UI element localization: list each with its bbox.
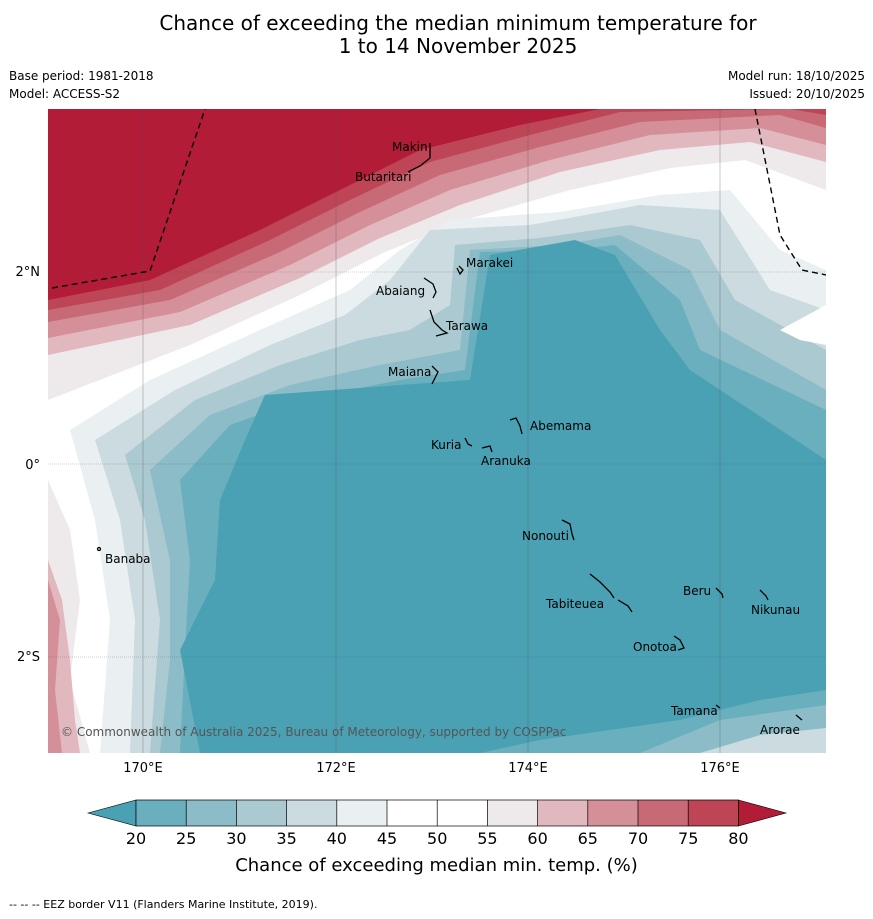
cb-tick-80: 80 bbox=[728, 829, 748, 848]
place-onotoa: Onotoa bbox=[633, 640, 677, 654]
colorbar-arrow-high bbox=[738, 799, 788, 827]
cb-tick-55: 55 bbox=[477, 829, 497, 848]
colorbar: 20 25 30 35 40 45 50 55 60 65 70 75 80 C… bbox=[86, 799, 788, 876]
eez-border bbox=[51, 109, 826, 289]
cb-tick-20: 20 bbox=[126, 829, 146, 848]
colorbar-cell-20-25 bbox=[136, 800, 187, 826]
eez-border-west bbox=[51, 109, 206, 289]
model-run: Model run: 18/10/2025 bbox=[727, 69, 865, 83]
place-tarawa: Tarawa bbox=[445, 319, 488, 333]
islands bbox=[96, 143, 803, 721]
island-beru bbox=[715, 587, 724, 599]
island-butaritari bbox=[407, 143, 431, 173]
axis-labels: 170°E 172°E 174°E 176°E 2°N 0° 2°S bbox=[16, 265, 740, 776]
copyright-notice: © Commonwealth of Australia 2025, Bureau… bbox=[61, 725, 566, 739]
island-tabiteuea-north bbox=[589, 573, 615, 599]
colorbar-cell-60-65 bbox=[537, 800, 588, 826]
island-onotoa bbox=[673, 635, 685, 651]
issued-date: Issued: 20/10/2025 bbox=[749, 87, 865, 101]
cb-tick-45: 45 bbox=[377, 829, 397, 848]
island-tarawa bbox=[429, 309, 449, 337]
lon-label-170: 170°E bbox=[123, 761, 163, 776]
cb-tick-35: 35 bbox=[276, 829, 296, 848]
island-abaiang bbox=[423, 277, 437, 299]
island-nikunau bbox=[759, 589, 769, 601]
island-nonouti bbox=[561, 519, 575, 541]
island-kuria bbox=[464, 437, 473, 447]
colorbar-cell-35-40 bbox=[286, 800, 337, 826]
chart-title: Chance of exceeding the median minimum t… bbox=[0, 12, 873, 58]
colorbar-ticks: 20 25 30 35 40 45 50 55 60 65 70 75 80 bbox=[126, 829, 749, 848]
place-abaiang: Abaiang bbox=[376, 284, 425, 298]
cb-tick-60: 60 bbox=[527, 829, 547, 848]
eez-footnote: -- -- -- EEZ border V11 (Flanders Marine… bbox=[9, 898, 318, 911]
cb-tick-70: 70 bbox=[628, 829, 648, 848]
band-east-patch bbox=[780, 305, 826, 345]
place-kuria: Kuria bbox=[431, 438, 462, 452]
map-plot-area: Makin Butaritari Marakei Abaiang Tarawa … bbox=[48, 109, 826, 753]
island-arorae bbox=[795, 714, 803, 721]
eez-border-east bbox=[754, 109, 826, 276]
island-maiana bbox=[431, 365, 439, 385]
model-name: Model: ACCESS-S2 bbox=[9, 87, 121, 101]
lon-label-176: 176°E bbox=[700, 761, 740, 776]
place-tabiteuea: Tabiteuea bbox=[545, 597, 604, 611]
colorbar-label: Chance of exceeding median min. temp. (%… bbox=[235, 855, 638, 876]
place-banaba: Banaba bbox=[105, 552, 151, 566]
lon-label-174: 174°E bbox=[508, 761, 548, 776]
gridlines bbox=[48, 109, 826, 753]
band-below-20 bbox=[180, 240, 826, 753]
colorbar-cell-75-80 bbox=[688, 800, 739, 826]
place-arorae: Arorae bbox=[760, 723, 800, 737]
place-maiana: Maiana bbox=[388, 365, 431, 379]
lon-label-172: 172°E bbox=[316, 761, 356, 776]
colorbar-cell-40-45 bbox=[336, 800, 387, 826]
lat-label-2n: 2°N bbox=[16, 265, 41, 280]
colorbar-arrow-low bbox=[86, 799, 137, 827]
colorbar-cell-55-60 bbox=[487, 800, 538, 826]
title-line-1: Chance of exceeding the median minimum t… bbox=[159, 11, 757, 35]
band-west-65-70 bbox=[48, 580, 62, 753]
place-makin: Makin bbox=[392, 140, 428, 154]
place-labels: Makin Butaritari Marakei Abaiang Tarawa … bbox=[105, 140, 800, 737]
place-tamana: Tamana bbox=[670, 704, 718, 718]
meta-left: Base period: 1981-2018 Model: ACCESS-S2 bbox=[9, 67, 154, 103]
colorbar-cell-45-50 bbox=[387, 800, 438, 826]
place-marakei: Marakei bbox=[466, 256, 513, 270]
meta-right: Model run: 18/10/2025 Issued: 20/10/2025 bbox=[728, 67, 865, 103]
band-se-35-40 bbox=[700, 728, 826, 753]
cb-tick-30: 30 bbox=[226, 829, 246, 848]
colorbar-cell-65-70 bbox=[587, 800, 638, 826]
place-aranuka: Aranuka bbox=[481, 454, 531, 468]
colorbar-cell-70-75 bbox=[638, 800, 689, 826]
island-abemama bbox=[509, 417, 523, 435]
place-abemama: Abemama bbox=[530, 419, 591, 433]
lat-label-2s: 2°S bbox=[17, 650, 40, 665]
cb-tick-25: 25 bbox=[176, 829, 196, 848]
colorbar-cell-25-30 bbox=[186, 800, 237, 826]
cb-tick-65: 65 bbox=[578, 829, 598, 848]
island-banaba bbox=[96, 546, 102, 552]
title-line-2: 1 to 14 November 2025 bbox=[338, 34, 578, 58]
lat-label-0: 0° bbox=[25, 458, 40, 473]
cb-tick-75: 75 bbox=[678, 829, 698, 848]
colorbar-cell-50-55 bbox=[437, 800, 488, 826]
place-nikunau: Nikunau bbox=[751, 603, 800, 617]
cb-tick-50: 50 bbox=[427, 829, 447, 848]
place-butaritari: Butaritari bbox=[355, 170, 412, 184]
island-marakei bbox=[456, 265, 464, 276]
place-nonouti: Nonouti bbox=[522, 529, 569, 543]
island-tabiteuea-south bbox=[617, 599, 633, 613]
island-aranuka bbox=[481, 445, 493, 453]
colorbar-cell-30-35 bbox=[236, 800, 287, 826]
colorbar-dividers bbox=[135, 799, 739, 827]
base-period: Base period: 1981-2018 bbox=[9, 69, 154, 83]
island-tamana bbox=[715, 704, 721, 709]
cb-tick-40: 40 bbox=[327, 829, 347, 848]
place-beru: Beru bbox=[683, 584, 711, 598]
